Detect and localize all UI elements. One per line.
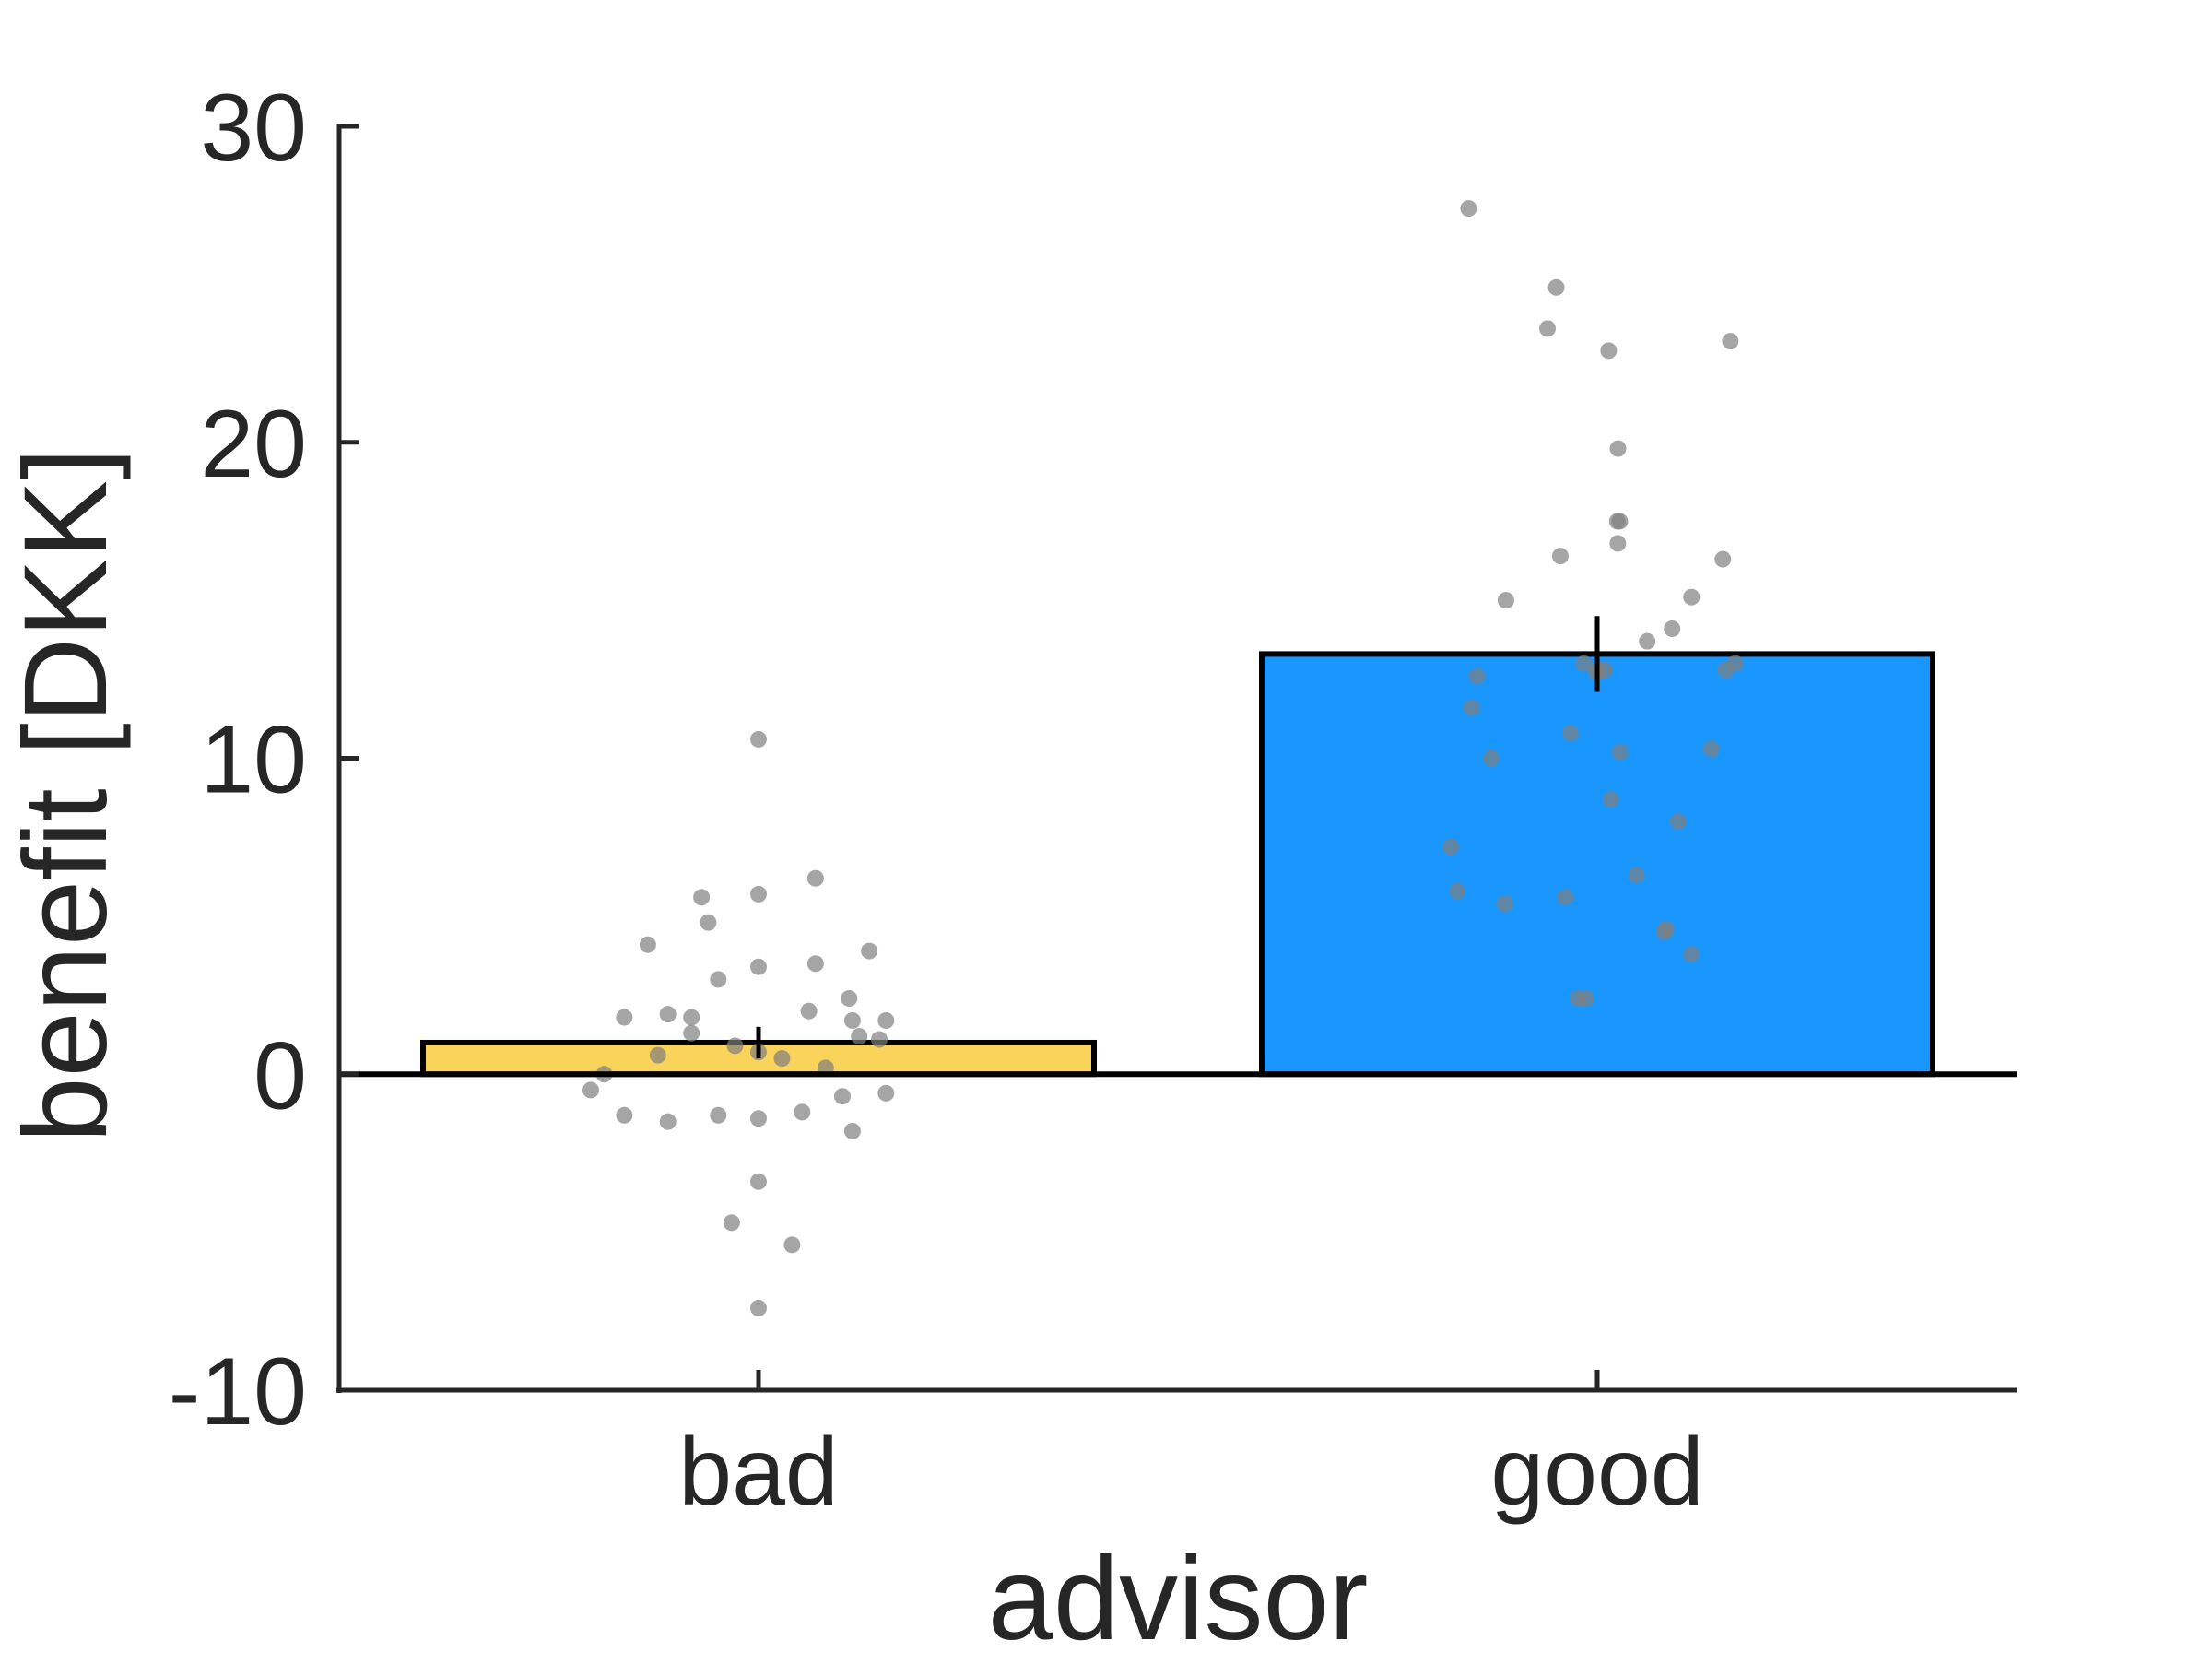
data-point-bad-30	[616, 1106, 633, 1124]
y-tick-label: 30	[200, 75, 307, 182]
data-point-good-25	[1611, 743, 1629, 761]
data-point-bad-20	[726, 1037, 744, 1055]
data-point-bad-12	[659, 1006, 677, 1023]
bar-good	[1259, 651, 1936, 1078]
data-point-good-13	[1664, 620, 1681, 637]
data-point-good-7	[1611, 513, 1629, 530]
data-point-bad-29	[794, 1103, 811, 1121]
data-point-good-0	[1460, 200, 1477, 218]
data-point-good-33	[1496, 895, 1513, 913]
data-point-good-8	[1609, 535, 1627, 552]
data-point-good-38	[1570, 989, 1587, 1007]
data-point-good-21	[1468, 667, 1486, 685]
data-point-good-29	[1442, 838, 1460, 856]
data-point-good-14	[1639, 632, 1656, 650]
data-point-bad-16	[843, 1011, 861, 1029]
y-tick-label: -10	[169, 1339, 307, 1446]
data-point-bad-22	[649, 1046, 666, 1064]
data-point-good-32	[1557, 889, 1574, 906]
data-point-good-23	[1561, 725, 1579, 742]
data-point-bad-32	[750, 1110, 767, 1127]
data-point-bad-17	[683, 1024, 700, 1042]
data-point-bad-23	[773, 1050, 791, 1068]
data-point-bad-14	[683, 1009, 700, 1026]
y-tick-label: 20	[200, 391, 307, 498]
data-point-good-26	[1482, 749, 1500, 767]
data-point-bad-35	[750, 1173, 767, 1190]
data-point-bad-5	[639, 936, 656, 953]
data-point-good-3	[1722, 333, 1739, 350]
axes-layer: -10 0 10 20 30 bad good	[169, 75, 2017, 1526]
data-point-bad-27	[877, 1084, 895, 1102]
data-point-bad-37	[783, 1236, 801, 1254]
data-point-good-11	[1683, 588, 1700, 606]
bars-layer	[420, 651, 1936, 1078]
y-axis-title: benefit [DKK]	[0, 447, 132, 1142]
data-point-good-16	[1575, 655, 1593, 672]
data-point-bad-28	[834, 1088, 851, 1105]
data-point-good-17	[1717, 661, 1735, 679]
data-point-good-36	[1683, 946, 1700, 963]
data-point-bad-13	[616, 1009, 633, 1026]
data-point-bad-26	[582, 1081, 599, 1099]
data-point-good-27	[1602, 791, 1619, 808]
data-point-good-2	[1539, 320, 1557, 337]
data-point-bad-2	[750, 885, 767, 903]
data-point-bad-15	[877, 1011, 895, 1029]
data-point-bad-3	[693, 889, 711, 906]
data-point-bad-9	[710, 971, 727, 988]
data-point-good-4	[1600, 342, 1618, 360]
data-point-bad-8	[750, 958, 767, 975]
data-point-bad-1	[806, 869, 824, 887]
labels-layer: advisor benefit [DKK]	[0, 447, 1369, 1664]
y-tick-label: 10	[200, 707, 307, 814]
data-point-bad-33	[659, 1113, 677, 1130]
data-point-bad-10	[841, 989, 858, 1007]
data-point-bad-7	[806, 955, 824, 973]
data-point-good-10	[1714, 550, 1732, 568]
data-point-bad-18	[851, 1028, 868, 1045]
data-point-good-1	[1547, 278, 1565, 296]
data-point-good-24	[1702, 740, 1720, 758]
data-point-bad-0	[750, 730, 767, 748]
data-point-bad-38	[750, 1299, 767, 1316]
data-point-good-30	[1628, 867, 1645, 884]
data-point-bad-6	[861, 942, 878, 960]
data-point-good-28	[1669, 813, 1687, 831]
data-point-good-12	[1497, 592, 1514, 609]
data-point-good-31	[1449, 882, 1466, 900]
data-point-bad-31	[710, 1106, 727, 1124]
data-point-bad-19	[871, 1031, 888, 1048]
data-point-bad-34	[843, 1122, 861, 1139]
points-layer	[582, 200, 1744, 1316]
data-point-bad-36	[723, 1214, 740, 1232]
data-point-good-5	[1609, 440, 1627, 457]
x-tick-label-good: good	[1490, 1419, 1703, 1526]
data-point-bad-11	[800, 1002, 818, 1020]
y-tick-label: 0	[253, 1022, 307, 1129]
data-point-good-9	[1551, 548, 1569, 565]
data-point-bad-4	[700, 914, 717, 931]
x-axis-title: advisor	[988, 1533, 1369, 1659]
x-tick-label-bad: bad	[678, 1419, 839, 1526]
error-bars-layer	[756, 616, 1600, 1059]
data-point-good-22	[1463, 699, 1480, 716]
data-point-good-35	[1655, 924, 1673, 941]
